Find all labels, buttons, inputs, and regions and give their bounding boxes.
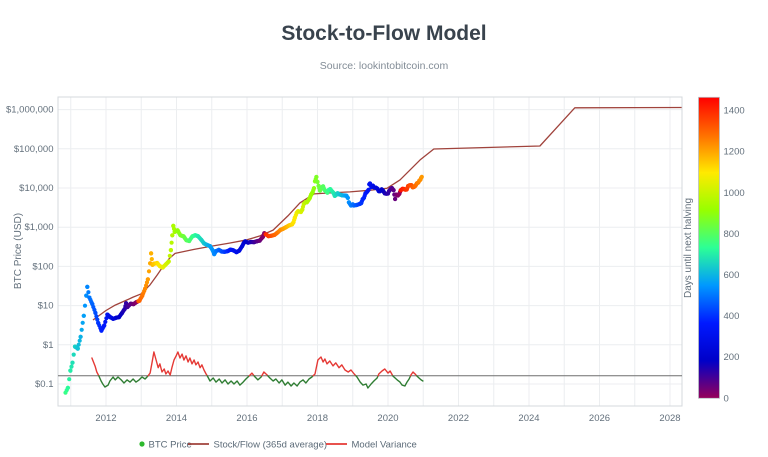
chart-subtitle: Source: lookintobitcoin.com — [320, 60, 449, 72]
legend-label-btc-price: BTC Price — [149, 440, 192, 451]
model-variance-segment — [248, 372, 255, 377]
x-tick-label: 2020 — [377, 413, 398, 424]
model-variance-segment — [91, 357, 100, 377]
legend-item-model-variance[interactable]: Model Variance — [326, 440, 417, 451]
x-tick-label: 2012 — [95, 413, 116, 424]
y-axis-ticks: $0.1 $1 $10 $100 $1,000 $10,000 $100,000 $1,000… — [6, 105, 54, 390]
model-variance-segment — [147, 351, 208, 377]
model-variance-segment — [267, 375, 314, 387]
colorbar-tick-label: 400 — [724, 311, 740, 322]
model-variance-segment — [206, 375, 250, 386]
colorbar-ticks: 0 200 400 600 800 1000 1200 1400 — [724, 106, 745, 405]
x-tick-label: 2016 — [236, 413, 257, 424]
x-tick-label: 2014 — [166, 413, 187, 424]
x-axis-ticks: 2012 2014 2016 2018 2020 2022 2024 2026 2028 — [95, 413, 680, 424]
legend: BTC Price Stock/Flow (365d average) Mode… — [139, 440, 417, 451]
y-tick-label: $10 — [38, 301, 54, 312]
x-tick-label: 2022 — [448, 413, 469, 424]
plot-border — [57, 96, 683, 407]
legend-label-model-variance: Model Variance — [352, 440, 417, 451]
colorbar-tick-label: 1200 — [724, 147, 745, 158]
model-variance-segment — [355, 375, 379, 389]
y-axis-title: BTC Price (USD) — [13, 213, 24, 289]
plot-area[interactable] — [58, 97, 682, 406]
y-tick-label: $100 — [32, 261, 53, 272]
model-variance-segment — [392, 375, 412, 387]
x-tick-label: 2028 — [659, 413, 680, 424]
colorbar-gradient — [698, 96, 720, 399]
model-variance-segment — [312, 356, 357, 377]
colorbar-tick-label: 800 — [724, 229, 740, 240]
model-variance-segment — [253, 375, 263, 381]
x-tick-label: 2026 — [589, 413, 610, 424]
y-tick-label: $10,000 — [19, 183, 53, 194]
model-variance-segment — [416, 375, 424, 382]
colorbar-tick-label: 1000 — [724, 188, 745, 199]
y-tick-label: $100,000 — [14, 144, 54, 155]
x-tick-label: 2024 — [518, 413, 539, 424]
legend-item-stock-flow[interactable]: Stock/Flow (365d average) — [188, 440, 327, 451]
model-variance-series[interactable] — [91, 351, 424, 389]
legend-label-stock-flow: Stock/Flow (365d average) — [214, 440, 328, 451]
y-tick-label: $1,000 — [24, 222, 53, 233]
stock-flow-line[interactable] — [92, 106, 682, 321]
legend-item-btc-price[interactable]: BTC Price — [139, 440, 192, 451]
model-variance-segment — [409, 371, 418, 377]
colorbar-tick-label: 600 — [724, 270, 740, 281]
colorbar-tick-label: 0 — [724, 393, 729, 404]
btc-price-series[interactable] — [63, 174, 424, 395]
y-tick-label: $1 — [43, 340, 54, 351]
y-tick-label: $0.1 — [35, 379, 54, 390]
model-variance-segment — [377, 368, 394, 377]
colorbar-title: Days until next halving — [683, 198, 694, 298]
legend-swatch-btc-price — [139, 441, 145, 447]
chart-title: Stock-to-Flow Model — [281, 22, 486, 45]
x-tick-label: 2018 — [307, 413, 328, 424]
model-variance-segment — [98, 375, 149, 388]
colorbar-tick-label: 1400 — [724, 106, 745, 117]
y-tick-label: $1,000,000 — [6, 105, 54, 116]
colorbar-tick-label: 200 — [724, 352, 740, 363]
